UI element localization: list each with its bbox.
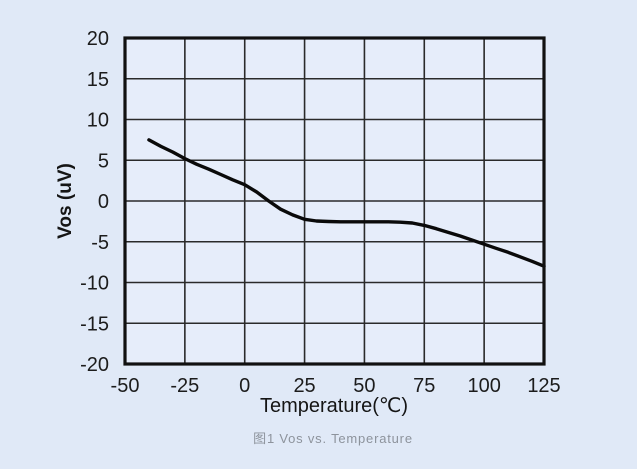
x-tick-label: 0 (239, 375, 250, 397)
y-tick-label: 10 (87, 110, 109, 132)
x-tick-label: 50 (353, 375, 375, 397)
x-tick-label: 75 (413, 375, 435, 397)
vos-curve (147, 138, 546, 268)
figure-caption: 图1 Vos vs. Temperature (253, 431, 413, 446)
y-tick-label: 0 (98, 191, 109, 213)
x-tick-label: 100 (467, 375, 500, 397)
y-tick-label: -5 (91, 232, 109, 254)
x-tick-label: 25 (293, 375, 315, 397)
x-tick-label: -25 (170, 375, 199, 397)
x-tick-label: -50 (111, 375, 140, 397)
x-tick-label: 125 (527, 375, 560, 397)
y-tick-label: -10 (80, 273, 109, 295)
y-tick-label: -20 (80, 354, 109, 376)
y-axis-title: Vos (uV) (55, 163, 76, 239)
x-axis-title: Temperature(℃) (260, 395, 408, 417)
y-tick-label: 5 (98, 150, 109, 172)
bottom-edge (0, 469, 637, 473)
y-tick-label: 15 (87, 69, 109, 91)
y-tick-label: -15 (80, 313, 109, 335)
y-tick-label: 20 (87, 28, 109, 50)
plot-border (123, 36, 546, 366)
